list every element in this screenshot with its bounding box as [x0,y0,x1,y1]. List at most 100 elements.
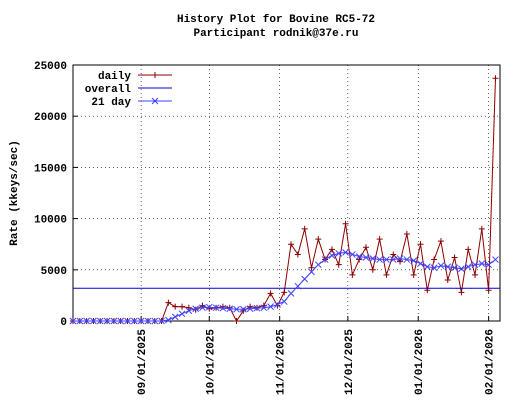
data-point [472,271,479,278]
data-point [199,304,206,312]
data-point [376,236,383,243]
data-point [130,317,138,325]
x-tick-label: 09/01/2025 [137,329,149,395]
data-point [267,290,274,297]
data-point [389,256,397,263]
data-point [492,75,499,82]
data-point [185,304,192,311]
data-point [280,298,288,305]
data-point [328,252,336,259]
data-point [362,244,369,251]
y-tick-label: 5000 [41,266,67,278]
series-line [73,78,496,322]
plot-frame [72,64,501,322]
x-tick-label: 01/01/2026 [414,329,426,395]
data-point [314,261,322,269]
data-point [172,303,179,310]
data-point [478,260,486,268]
data-point [294,251,301,258]
data-point [437,262,445,270]
data-point [451,254,458,261]
data-point [253,304,261,312]
data-point [205,303,213,311]
data-point [369,255,377,262]
data-point [458,289,465,296]
x-tick-label: 02/01/2026 [485,329,497,395]
data-point [335,261,342,268]
legend-label: daily [98,71,131,83]
data-point [315,236,322,243]
data-point [397,258,404,265]
legend-marker [152,72,158,78]
data-point [335,250,343,257]
data-point [233,318,240,324]
data-point [192,305,200,313]
data-point [308,264,315,271]
data-point [226,304,233,311]
data-point [430,264,438,272]
chart-subtitle: Participant rodnik@37e.ru [193,28,358,40]
data-point [110,317,118,325]
series-line [73,251,496,322]
data-point [308,268,315,276]
data-point [179,303,186,310]
y-tick-label: 0 [60,317,67,329]
data-point [355,253,363,260]
y-axis-label: Rate (kkeys/sec) [9,140,21,246]
data-point [417,241,424,248]
data-point [471,261,479,269]
data-point [431,256,438,263]
data-point [83,317,90,325]
data-point [492,256,499,263]
data-point [349,271,356,278]
data-point [239,305,247,313]
data-point [328,246,335,253]
data-point [165,316,172,324]
data-point [260,304,268,312]
data-point [423,263,431,271]
data-point [342,249,349,256]
data-point [124,317,131,325]
x-tick-label: 12/01/2025 [344,329,356,395]
data-point [349,251,356,258]
y-tick-label: 10000 [34,215,67,227]
data-point [396,255,404,262]
data-point [76,317,84,325]
data-point [165,299,172,306]
data-point [281,289,288,296]
data-point [390,251,397,258]
data-point [342,220,349,227]
data-point [246,305,254,313]
data-point [219,304,227,312]
data-point [417,260,424,268]
data-point [287,289,295,297]
data-point [274,301,281,308]
data-point [485,261,492,269]
legend-label: overall [85,84,132,96]
data-point [103,317,111,325]
data-point [90,317,97,325]
data-point [383,271,390,278]
data-point [464,263,472,271]
data-point [444,263,452,271]
chart-title: History Plot for Bovine RC5-72 [177,14,375,26]
y-tick-label: 25000 [34,61,67,73]
data-point [212,304,220,312]
data-point [233,305,240,313]
data-point [410,271,417,278]
data-point [444,277,451,284]
data-point [465,246,472,253]
data-point [267,303,274,311]
data-point [151,317,159,325]
data-point [69,317,77,325]
data-point [137,317,145,325]
data-point [178,310,186,318]
x-tick-label: 10/01/2025 [205,329,217,395]
y-tick-label: 20000 [34,112,67,124]
data-point [185,307,193,315]
data-point [226,305,234,313]
data-point [369,266,376,273]
data-point [376,256,383,263]
data-point [171,313,179,321]
data-point [356,256,363,263]
